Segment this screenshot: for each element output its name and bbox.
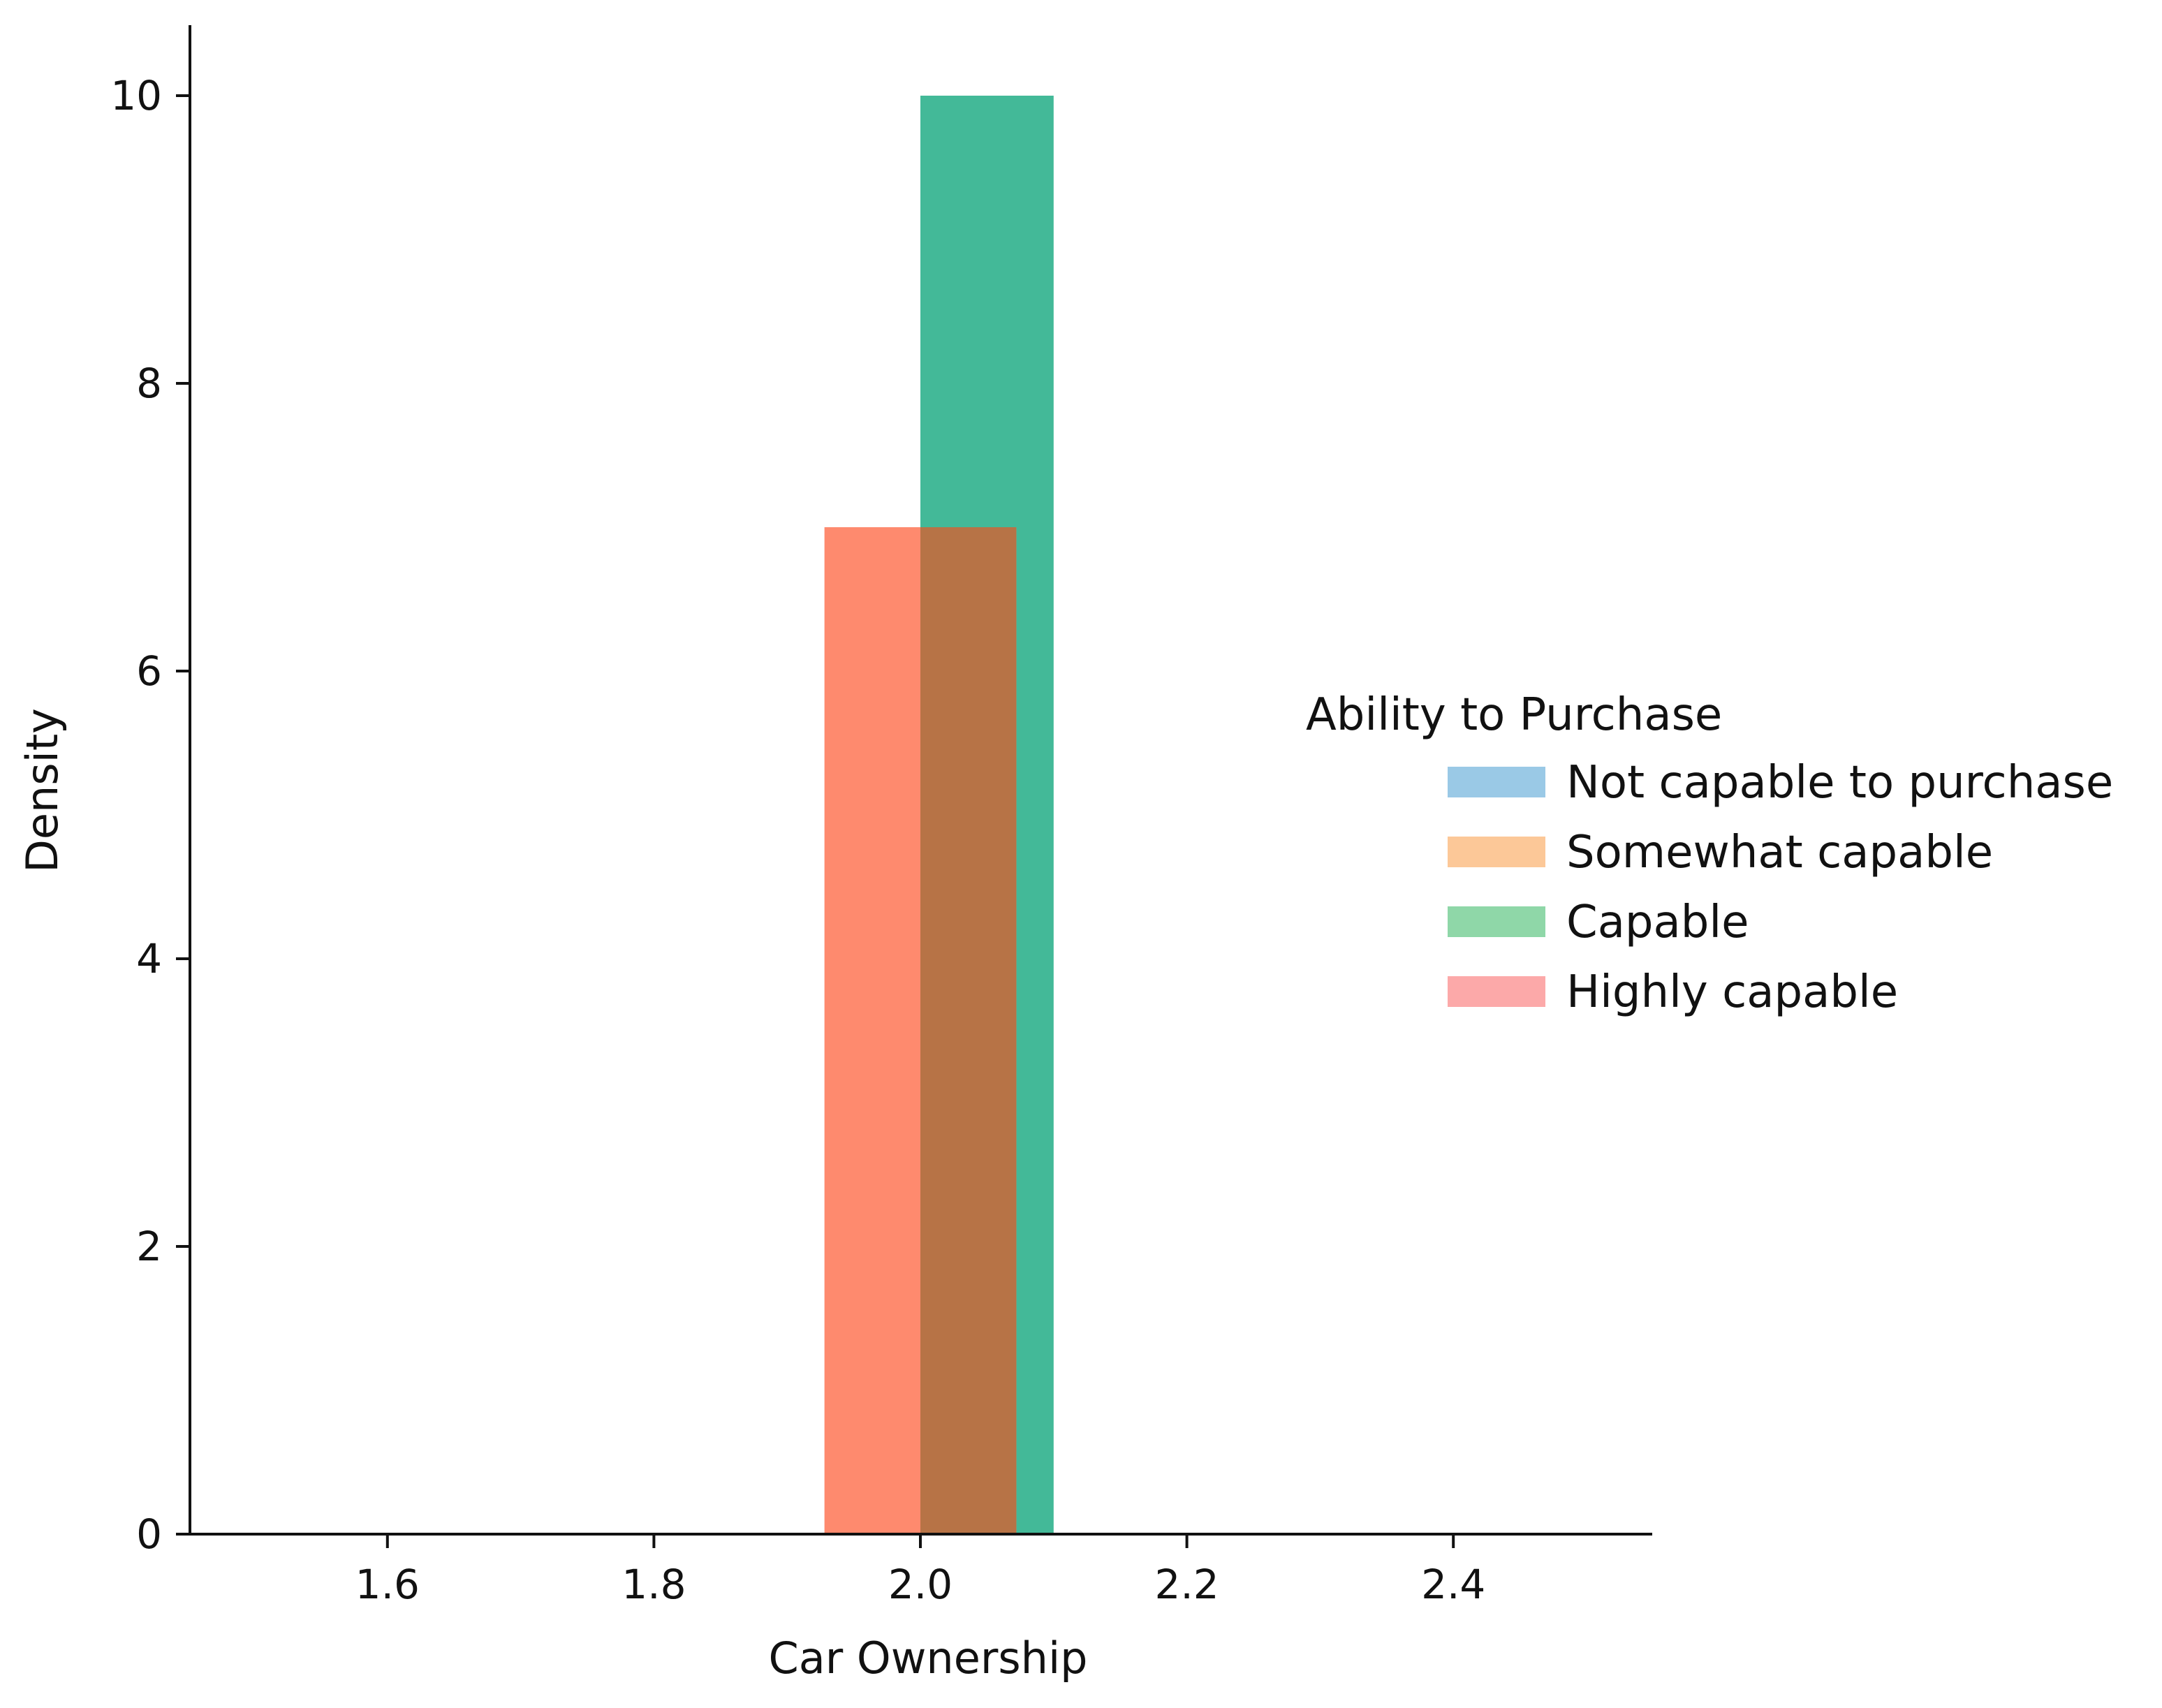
legend-label: Somewhat capable: [1566, 827, 1993, 878]
legend-label: Not capable to purchase: [1566, 757, 2113, 809]
x-tick-label: 2.2: [1154, 1561, 1219, 1608]
x-tick-label: 1.6: [355, 1561, 420, 1608]
legend-label: Capable: [1566, 897, 1749, 948]
y-tick-label: 6: [136, 647, 162, 695]
y-ticks: 0 2 4 6 8 10: [110, 72, 190, 1558]
legend: Ability to Purchase Not capable to purch…: [1306, 689, 2113, 1018]
y-tick-label: 0: [136, 1510, 162, 1558]
x-axis-label: Car Ownership: [768, 1633, 1087, 1684]
y-tick-label: 2: [136, 1223, 162, 1270]
x-tick-label: 2.0: [888, 1561, 953, 1608]
y-tick-label: 10: [110, 72, 162, 119]
y-tick-label: 4: [136, 935, 162, 982]
y-tick-label: 8: [136, 360, 162, 407]
legend-label: Highly capable: [1566, 966, 1898, 1018]
x-ticks: 1.6 1.8 2.0 2.2 2.4: [355, 1534, 1485, 1608]
y-axis-label: Density: [17, 708, 68, 873]
legend-swatch: [1448, 767, 1545, 797]
legend-swatch: [1448, 976, 1545, 1007]
x-tick-label: 2.4: [1421, 1561, 1485, 1608]
bars-layer: [824, 96, 1054, 1534]
bar-overlap: [920, 527, 1017, 1534]
legend-swatch: [1448, 837, 1545, 867]
legend-swatch: [1448, 906, 1545, 937]
legend-title: Ability to Purchase: [1306, 689, 1722, 741]
x-tick-label: 1.8: [622, 1561, 686, 1608]
